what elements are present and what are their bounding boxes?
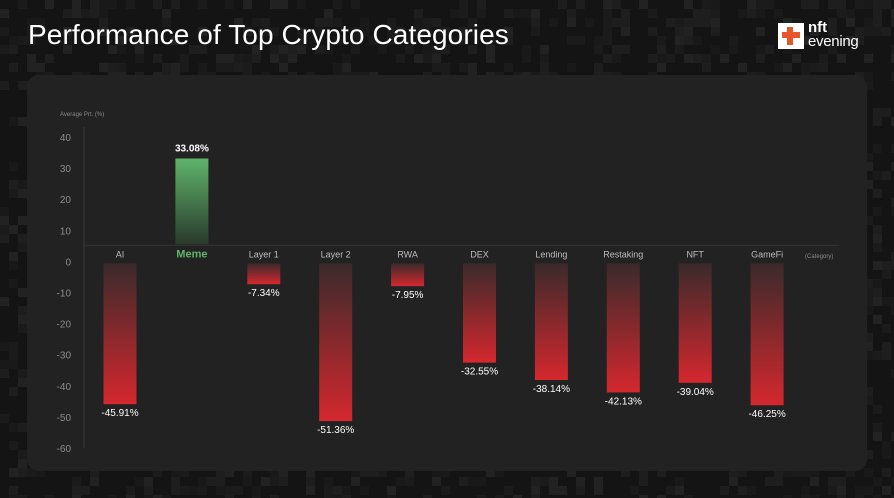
bar [319, 263, 353, 422]
category-label: Lending [535, 249, 567, 259]
bar-chart: Average Prt. (%) (Category) 40 30 20 10 0 -10… [57, 112, 839, 455]
category-label: Layer 1 [249, 249, 279, 259]
chart-panel: Average Prt. (%) (Category) 40 30 20 10 0 -10… [27, 75, 867, 471]
value-label: -7.34% [248, 288, 280, 299]
brand-logo: nft evening [778, 19, 870, 53]
value-label: -39.04% [677, 387, 714, 398]
bar [606, 263, 640, 393]
bar [463, 263, 496, 363]
bar [534, 263, 568, 381]
logo-text-evening: evening [808, 33, 859, 50]
bar [391, 263, 425, 287]
value-label: -42.13% [605, 396, 642, 407]
category-label: Restaking [603, 249, 643, 259]
category-label: RWA [397, 249, 418, 259]
value-label: -46.25% [748, 409, 785, 420]
x-axis-label: (Category) [805, 254, 833, 260]
bar [750, 263, 784, 406]
value-label: -7.95% [392, 290, 424, 301]
value-label: -32.55% [461, 367, 498, 378]
logo-text-nft: nft [808, 19, 828, 36]
y-tick-label: -30 [57, 351, 72, 362]
category-label: AI [116, 249, 125, 259]
category-label: Meme [176, 248, 207, 260]
category-label: GameFi [751, 249, 783, 259]
category-label: DEX [470, 249, 489, 259]
y-tick-label: -60 [57, 444, 72, 455]
value-label: -51.36% [317, 425, 354, 436]
bar [247, 263, 281, 285]
y-tick-label: -20 [57, 320, 72, 331]
y-tick-label: 10 [60, 226, 72, 237]
y-tick-label: -10 [57, 289, 72, 300]
y-tick-label: -40 [57, 382, 72, 393]
bar [103, 263, 137, 405]
value-label: 33.08% [175, 144, 209, 155]
category-label: Layer 2 [321, 249, 351, 259]
bar [678, 263, 712, 383]
y-tick-label: 0 [65, 257, 71, 268]
y-axis-label: Average Prt. (%) [60, 112, 104, 118]
y-tick-label: 30 [60, 164, 72, 175]
value-label: -45.91% [101, 408, 138, 419]
y-tick-label: 40 [60, 133, 72, 144]
bar [175, 158, 209, 245]
y-tick-label: 20 [60, 195, 72, 206]
logo-mark-icon [778, 23, 804, 49]
value-label: -38.14% [533, 384, 570, 395]
category-label: NFT [686, 249, 704, 259]
y-tick-label: -50 [57, 413, 72, 424]
page-title: Performance of Top Crypto Categories [28, 19, 509, 50]
